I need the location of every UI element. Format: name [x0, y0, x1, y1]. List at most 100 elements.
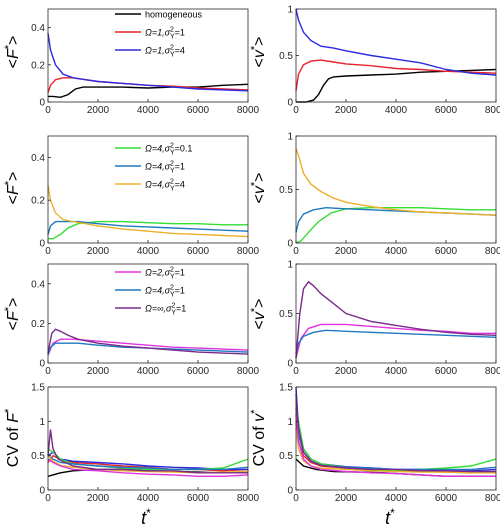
series-line — [295, 280, 497, 359]
x-tick-label: 6000 — [435, 246, 458, 257]
series-line — [47, 328, 249, 355]
x-tick-label: 4000 — [385, 105, 408, 116]
x-tick-label: 6000 — [435, 105, 458, 116]
x-tick-label: 4000 — [137, 493, 160, 504]
y-tick-label: 0.2 — [31, 319, 45, 330]
series-line — [295, 206, 497, 233]
y-tick-label: 1 — [287, 417, 293, 428]
x-tick-label: 0 — [293, 246, 299, 257]
axes-box — [295, 135, 497, 244]
y-tick-label: 0.4 — [31, 153, 45, 164]
y-tick-label: 0.4 — [31, 23, 45, 34]
x-tick-label: 8000 — [485, 105, 500, 116]
x-tick-label: 2000 — [335, 105, 358, 116]
legend-2: Ω=4,σ2 Y=0.1 Ω=4,σ2 Y=1 Ω=4,σ2 Y=4 — [115, 143, 192, 193]
series-line — [47, 185, 249, 238]
x-tick-label: 8000 — [485, 246, 500, 257]
series-line — [47, 429, 248, 474]
legend-label: Ω=1,σ2 Y=4 — [145, 45, 185, 59]
x-tick-label: 4000 — [385, 366, 408, 377]
series-line — [295, 386, 497, 472]
x-tick-label: 0 — [45, 366, 51, 377]
x-axis-label: t* — [385, 506, 395, 528]
panel-r1c1: 0 0.2 0.4 0 2000 4000 6000 8000 <F*> — [3, 8, 260, 116]
y-tick-label: 0.5 — [31, 451, 45, 462]
x-tick-label: 6000 — [187, 493, 210, 504]
y-tick-label: 0 — [287, 359, 293, 370]
x-tick-label: 4000 — [385, 493, 408, 504]
y-tick-label: 0.5 — [279, 51, 293, 62]
y-axis-label: <v*> — [249, 37, 268, 68]
x-tick-label: 2000 — [335, 246, 358, 257]
x-tick-label: 0 — [293, 366, 299, 377]
series-line — [296, 68, 497, 103]
y-tick-label: 0.5 — [279, 309, 293, 320]
series-line — [295, 428, 496, 474]
x-tick-label: 6000 — [187, 246, 210, 257]
legend-label: Ω=2,σ2 Y=1 — [145, 267, 185, 281]
y-tick-label: 1 — [39, 417, 45, 428]
y-tick-label: 0.5 — [279, 185, 293, 196]
panel-r2c2: 0 0.5 1 0 2000 4000 6000 8000 <v*> — [249, 132, 500, 258]
series-line — [47, 342, 249, 356]
y-tick-label: 0 — [287, 239, 293, 250]
x-tick-label: 2000 — [87, 493, 110, 504]
y-tick-label: 1.5 — [279, 383, 293, 394]
x-axis-label: t* — [141, 506, 151, 528]
legend-label: Ω=4,σ2 Y=1 — [145, 161, 185, 175]
y-tick-label: 0.5 — [279, 451, 293, 462]
series-line — [295, 393, 496, 473]
y-axis-label: <v*> — [249, 173, 268, 204]
legend-label: Ω=∞,σ2 Y=1 — [145, 303, 186, 317]
y-axis-label: <F*> — [3, 298, 22, 331]
x-tick-label: 4000 — [137, 105, 160, 116]
y-tick-label: 0.4 — [31, 279, 45, 290]
x-tick-label: 2000 — [335, 493, 358, 504]
y-tick-label: 0 — [287, 486, 293, 497]
x-tick-label: 4000 — [385, 246, 408, 257]
legend-label: Ω=4,σ2 Y=4 — [145, 179, 185, 193]
panel-r4c1: 0 0.5 1 1.5 0 2000 4000 6000 8000 CV of F* — [3, 383, 260, 505]
x-tick-label: 8000 — [237, 366, 260, 377]
legend-label: homogeneous — [145, 10, 203, 20]
x-tick-label: 0 — [293, 493, 299, 504]
x-tick-label: 2000 — [87, 105, 110, 116]
legend-label: Ω=1,σ2 Y=1 — [145, 27, 185, 41]
y-tick-label: 0 — [287, 98, 293, 109]
y-tick-label: 0.2 — [31, 196, 45, 207]
x-tick-label: 0 — [293, 105, 299, 116]
x-tick-label: 8000 — [237, 493, 260, 504]
y-axis-label: CV of F* — [3, 408, 22, 467]
y-axis-label: <v*> — [249, 299, 268, 330]
series-line — [47, 458, 249, 477]
legend-label: Ω=4,σ2 Y=1 — [145, 285, 185, 299]
series-line — [295, 323, 496, 359]
series-line — [295, 407, 497, 471]
axes-box — [295, 386, 497, 491]
legend-1: homogeneous Ω=1,σ2 Y=1 Ω=1,σ2 Y=4 — [115, 10, 203, 59]
series-line — [47, 33, 249, 92]
y-axis-label: CV of v* — [249, 409, 268, 466]
series-line — [295, 207, 496, 244]
x-tick-label: 8000 — [485, 493, 500, 504]
x-tick-label: 4000 — [137, 246, 160, 257]
y-axis-label: <F*> — [3, 36, 22, 69]
y-tick-label: 1 — [287, 132, 293, 143]
series-line — [295, 400, 497, 472]
panel-r2c1: 0 0.2 0.4 0 2000 4000 6000 8000 <F*> — [3, 135, 260, 257]
x-tick-label: 6000 — [187, 366, 210, 377]
x-tick-label: 6000 — [435, 493, 458, 504]
y-tick-label: 0 — [39, 359, 45, 370]
x-tick-label: 8000 — [485, 366, 500, 377]
x-tick-label: 6000 — [187, 105, 210, 116]
series-line — [295, 148, 497, 216]
series-line — [295, 414, 496, 477]
x-tick-label: 2000 — [335, 366, 358, 377]
legend-3: Ω=2,σ2 Y=1 Ω=4,σ2 Y=1 Ω=∞,σ2 Y=1 — [115, 267, 186, 317]
panel-r1c2: 0 0.5 1 0 2000 4000 6000 8000 <v*> — [249, 5, 500, 117]
panel-r4c2: 0 0.5 1 1.5 0 2000 4000 6000 8000 CV of v* — [249, 383, 500, 505]
y-tick-label: 0 — [39, 486, 45, 497]
axes-box — [295, 8, 497, 103]
y-tick-label: 1 — [287, 5, 293, 16]
